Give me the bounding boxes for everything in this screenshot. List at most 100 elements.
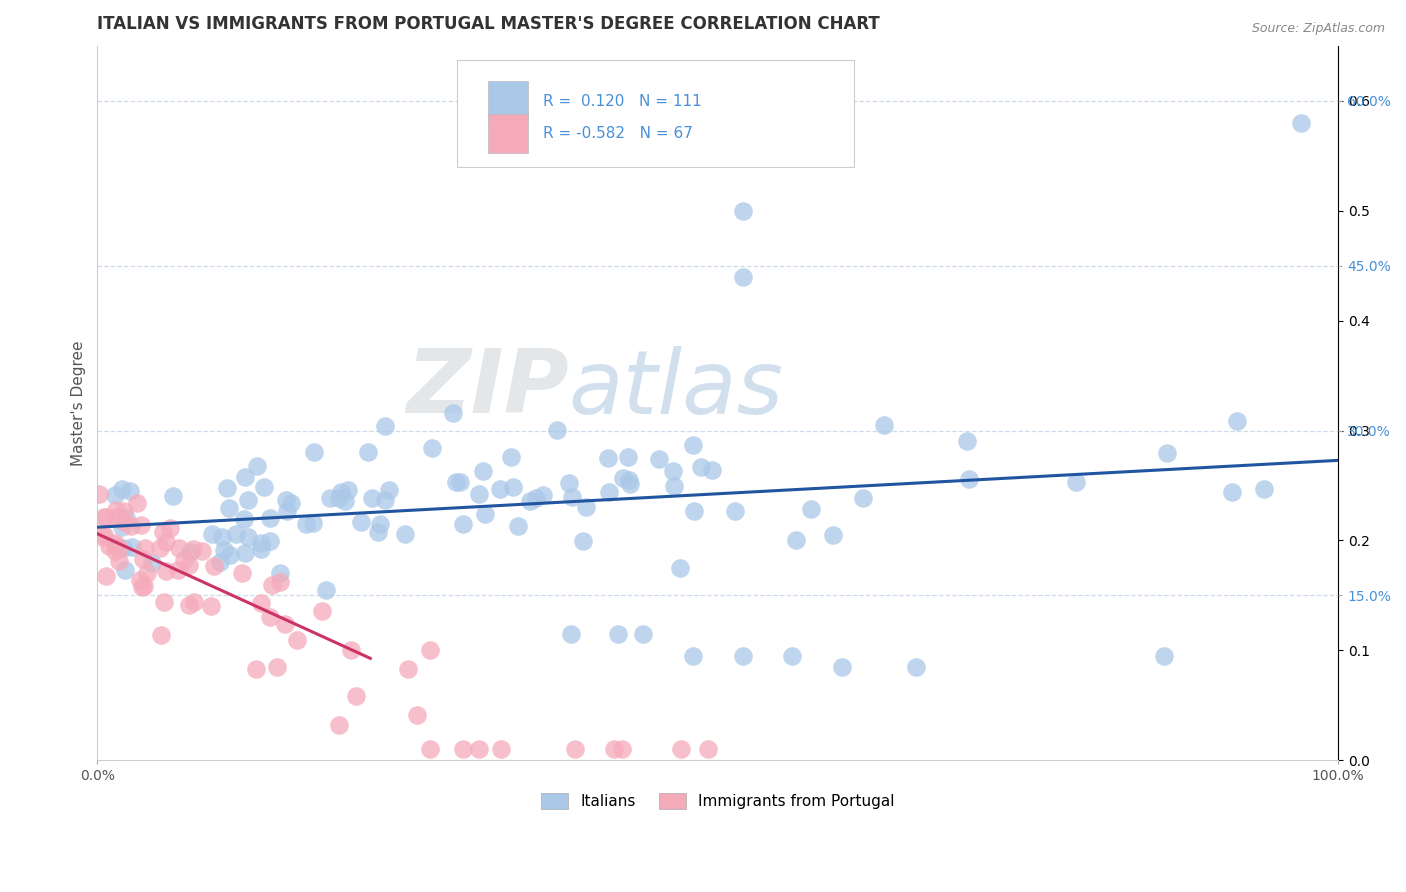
Point: [302, 445, 325, 459]
Point: [132, 551, 155, 566]
Point: [328, 491, 350, 505]
Point: [111, 482, 134, 496]
Point: [662, 464, 685, 478]
FancyBboxPatch shape: [488, 113, 527, 153]
Point: [91, 530, 114, 544]
Point: [200, 527, 222, 541]
Point: [259, 511, 281, 525]
Point: [340, 643, 363, 657]
Point: [702, 463, 724, 477]
Point: [104, 537, 127, 551]
Point: [125, 496, 148, 510]
Text: ZIP: ZIP: [406, 345, 569, 433]
FancyBboxPatch shape: [488, 81, 527, 120]
Text: Source: ZipAtlas.com: Source: ZipAtlas.com: [1251, 22, 1385, 36]
Point: [233, 546, 256, 560]
Point: [152, 595, 174, 609]
Point: [225, 526, 247, 541]
Point: [612, 471, 634, 485]
Point: [104, 503, 127, 517]
Point: [957, 472, 980, 486]
Point: [905, 660, 928, 674]
Point: [280, 495, 302, 509]
Point: [1064, 475, 1087, 490]
Point: [607, 627, 630, 641]
Point: [266, 660, 288, 674]
Point: [155, 535, 177, 549]
Point: [571, 533, 593, 548]
Point: [136, 566, 159, 580]
Point: [104, 488, 127, 502]
Point: [134, 579, 156, 593]
Point: [697, 742, 720, 756]
Point: [731, 269, 754, 284]
Point: [218, 501, 240, 516]
Point: [361, 491, 384, 506]
Point: [108, 541, 131, 555]
Point: [245, 662, 267, 676]
Point: [97, 539, 120, 553]
Point: [396, 662, 419, 676]
Point: [104, 535, 127, 549]
Point: [451, 742, 474, 756]
Legend: Italians, Immigrants from Portugal: Italians, Immigrants from Portugal: [533, 786, 903, 817]
Point: [129, 573, 152, 587]
Point: [662, 479, 685, 493]
Point: [1289, 115, 1312, 129]
Point: [1253, 483, 1275, 497]
Point: [129, 518, 152, 533]
Point: [134, 541, 156, 555]
Point: [173, 553, 195, 567]
Point: [96, 509, 118, 524]
Point: [561, 490, 583, 504]
Point: [619, 477, 641, 491]
Point: [474, 508, 496, 522]
Point: [785, 533, 807, 547]
Point: [1153, 648, 1175, 663]
Point: [336, 483, 359, 497]
Point: [378, 483, 401, 497]
Point: [419, 643, 441, 657]
Point: [253, 480, 276, 494]
Point: [852, 491, 875, 506]
Point: [471, 464, 494, 478]
Point: [682, 648, 704, 663]
Point: [603, 742, 626, 756]
FancyBboxPatch shape: [457, 60, 855, 167]
Point: [111, 541, 134, 556]
Point: [873, 417, 896, 432]
Point: [724, 504, 747, 518]
Point: [212, 543, 235, 558]
Point: [800, 502, 823, 516]
Point: [1222, 485, 1244, 500]
Point: [519, 494, 541, 508]
Point: [488, 483, 510, 497]
Point: [617, 450, 640, 464]
Point: [93, 509, 115, 524]
Point: [367, 525, 389, 540]
Point: [560, 627, 582, 641]
Point: [648, 452, 671, 467]
Point: [419, 742, 441, 756]
Point: [245, 459, 267, 474]
Point: [167, 563, 190, 577]
Point: [1225, 413, 1247, 427]
Point: [508, 519, 530, 533]
Point: [179, 544, 201, 558]
Point: [956, 434, 979, 448]
Point: [112, 504, 135, 518]
Point: [250, 596, 273, 610]
Point: [269, 566, 291, 581]
Point: [301, 516, 323, 531]
Point: [669, 561, 692, 575]
Point: [108, 554, 131, 568]
Point: [598, 450, 620, 465]
Point: [181, 542, 204, 557]
Point: [328, 718, 350, 732]
Point: [374, 492, 396, 507]
Point: [104, 509, 127, 524]
Point: [831, 660, 853, 674]
Point: [262, 578, 284, 592]
Point: [731, 648, 754, 663]
Point: [202, 558, 225, 573]
